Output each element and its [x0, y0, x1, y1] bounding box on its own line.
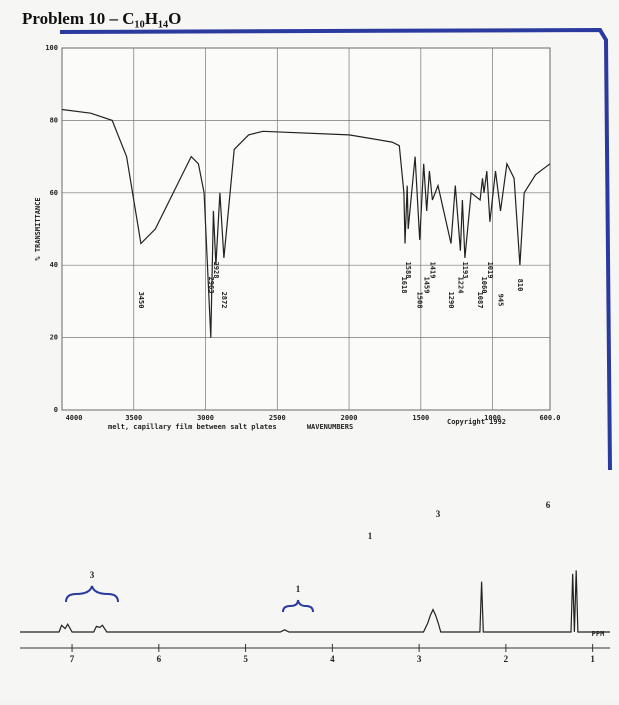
page-border	[59, 27, 612, 471]
peak-label: 1459	[423, 277, 431, 294]
integration-label: 1	[296, 584, 301, 594]
peak-label: 1193	[461, 262, 469, 279]
x-tick-label: 600.0	[539, 414, 560, 422]
x-tick-label: 1500	[412, 414, 429, 422]
x-tick-label: 6	[157, 654, 162, 664]
peak-label: 2872	[220, 292, 228, 309]
peak-label: 2928	[212, 262, 220, 279]
x-tick-label: 1	[590, 654, 595, 664]
x-tick-label: 2500	[269, 414, 286, 422]
x-tick-label: 3000	[197, 414, 214, 422]
x-tick-label: 7	[70, 654, 75, 664]
peak-label: 1508	[416, 292, 424, 309]
peak-label: 945	[496, 294, 504, 307]
peak-label: 1290	[447, 292, 455, 309]
x-tick-label: 5	[243, 654, 248, 664]
peak-label: 810	[516, 279, 524, 292]
x-tick-label: 4000	[66, 414, 83, 422]
x-tick-label: 3	[417, 654, 422, 664]
y-axis-label: % TRANSMITTANCE	[34, 197, 42, 260]
x-tick-label: 4	[330, 654, 335, 664]
peak-label: 1588	[404, 262, 412, 279]
x-axis-label: PPM	[592, 630, 605, 638]
spectrum-line	[61, 108, 551, 338]
annotation: Copyright 1992	[447, 418, 506, 426]
peak-label: 1019	[486, 262, 494, 279]
integration-brace	[65, 585, 119, 603]
y-tick-label: 80	[50, 116, 58, 124]
x-tick-label: 3500	[125, 414, 142, 422]
y-tick-label: 40	[50, 261, 58, 269]
peak-label: 2963	[207, 277, 215, 294]
integration-label: 3	[436, 509, 441, 519]
integration-label: 3	[90, 570, 95, 580]
x-axis-label: WAVENUMBERS	[307, 423, 353, 431]
peak-label: 1060	[480, 277, 488, 294]
peak-label: 1419	[428, 262, 436, 279]
peak-label: 3450	[137, 292, 145, 309]
peak-label: 1087	[476, 292, 484, 309]
x-tick-label: 2	[504, 654, 509, 664]
annotation: melt, capillary film between salt plates	[108, 423, 277, 431]
spectrum-line	[20, 570, 610, 633]
y-tick-label: 20	[50, 334, 58, 342]
y-tick-label: 100	[45, 44, 58, 52]
plot-frame	[61, 47, 551, 411]
integration-brace	[282, 599, 314, 613]
x-tick-label: 2000	[341, 414, 358, 422]
y-tick-label: 60	[50, 189, 58, 197]
x-tick-label: 1000	[484, 414, 501, 422]
y-tick-label: 0	[54, 406, 58, 414]
peak-label: 1618	[400, 277, 408, 294]
integration-label: 1	[368, 531, 373, 541]
title: Problem 10 – C₁₀H₁₄O	[22, 9, 181, 28]
integration-label: 6	[546, 500, 551, 510]
peak-label: 1224	[456, 277, 464, 294]
